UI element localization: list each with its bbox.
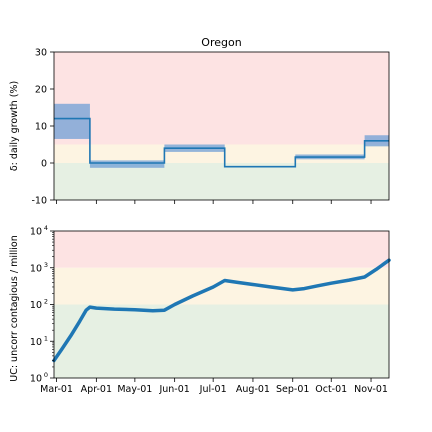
growth-zone-bands [54, 52, 389, 200]
contagious-zone-band-0 [54, 231, 389, 268]
contagious-x-tick-label-5: Aug-01 [236, 384, 270, 395]
contagious-x-tick-label-0: Mar-01 [40, 384, 73, 395]
contagious-y-tick-exponent-2: 2 [44, 298, 48, 306]
contagious-y-tick-exponent-3: 3 [44, 261, 48, 269]
contagious-zone-band-2 [54, 304, 389, 378]
growth-ci-0 [54, 103, 90, 139]
contagious-x-tick-label-6: Sep-01 [276, 384, 309, 395]
contagious-x-tick-label-3: Jun-01 [158, 384, 189, 395]
contagious-x-ticks: Mar-01 Apr-01 May-01 Jun-01 Jul-01 Aug-01 Sep-… [40, 378, 388, 395]
contagious-x-tick-label-7: Oct-01 [315, 384, 347, 395]
growth-series [54, 117, 389, 168]
contagious-y-axis-label: UC: uncorr contagious / million [9, 235, 20, 382]
growth-y-tick-label-2: 10 [35, 122, 47, 133]
contagious-y-tick-exponent-1: 1 [44, 334, 48, 342]
growth-step-line [54, 117, 389, 168]
growth-y-ticks: -10 0 10 20 30 [31, 48, 54, 207]
contagious-y-tick-exponent-0: 0 [44, 371, 48, 379]
contagious-y-tick-label-0: 10 [30, 374, 42, 385]
contagious-x-tick-label-1: Apr-01 [81, 384, 112, 395]
growth-y-tick-label-3: 20 [35, 85, 47, 96]
contagious-y-tick-label-4: 10 [30, 227, 42, 238]
growth-y-tick-label-4: 30 [35, 48, 47, 59]
contagious-y-tick-label-2: 10 [30, 300, 42, 311]
contagious-x-tick-label-2: May-01 [117, 384, 152, 395]
growth-y-tick-label-0: -10 [31, 196, 47, 207]
growth-zone-band-0 [54, 52, 389, 145]
growth-ci-1 [89, 160, 165, 168]
contagious-series [52, 258, 391, 363]
growth-zone-band-2 [54, 163, 389, 200]
contagious-zone-band-1 [54, 267, 389, 305]
contagious-y-tick-exponent-4: 4 [44, 224, 48, 232]
growth-panel: -10 0 10 20 30 Oregon δ: daily growth (%) [9, 36, 390, 207]
contagious-line [52, 258, 391, 363]
growth-y-tick-label-1: 0 [41, 159, 47, 170]
contagious-y-tick-label-1: 10 [30, 337, 42, 348]
chart-title: Oregon [201, 36, 241, 49]
growth-x-ticks [56, 200, 372, 204]
contagious-y-tick-label-3: 10 [30, 263, 42, 274]
contagious-x-tick-label-4: Jul-01 [199, 384, 227, 395]
contagious-x-tick-label-8: Nov-01 [354, 384, 388, 395]
growth-y-axis-label: δ: daily growth (%) [9, 81, 20, 171]
contagious-zone-bands [54, 231, 389, 378]
